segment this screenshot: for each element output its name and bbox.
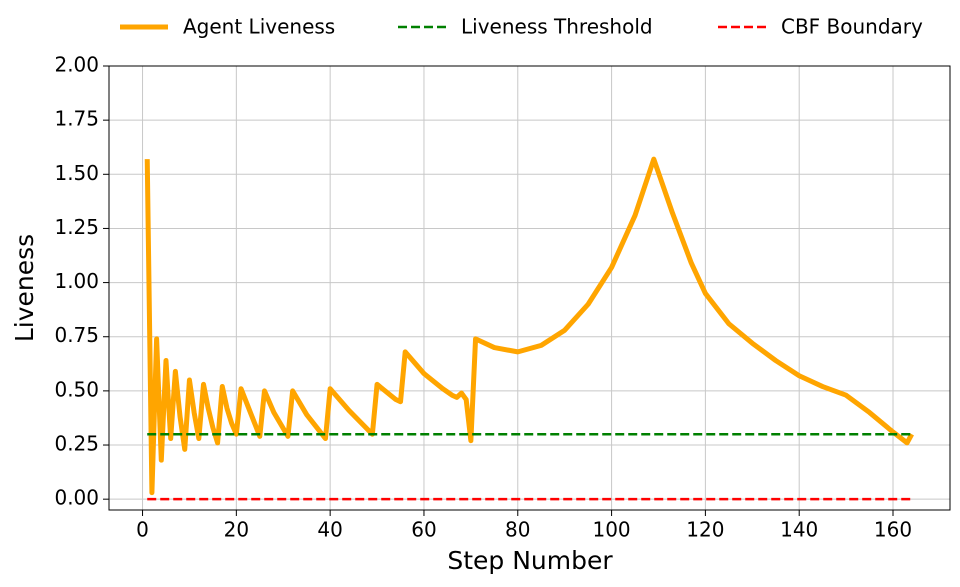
- legend-label: Agent Liveness: [183, 15, 335, 39]
- legend-label: Liveness Threshold: [461, 15, 653, 39]
- x-tick-label: 160: [874, 518, 912, 542]
- y-tick-label: 0.25: [54, 432, 99, 456]
- y-tick-label: 0.00: [54, 486, 99, 510]
- x-tick-label: 20: [224, 518, 249, 542]
- x-tick-label: 100: [592, 518, 630, 542]
- y-axis-label: Liveness: [10, 234, 39, 342]
- x-tick-label: 80: [505, 518, 530, 542]
- y-tick-label: 2.00: [54, 53, 99, 77]
- x-tick-label: 140: [780, 518, 818, 542]
- x-tick-label: 120: [686, 518, 724, 542]
- y-tick-label: 1.75: [54, 107, 99, 131]
- y-tick-label: 1.50: [54, 161, 99, 185]
- y-tick-label: 0.75: [54, 323, 99, 347]
- y-tick-label: 0.50: [54, 377, 99, 401]
- y-tick-label: 1.00: [54, 269, 99, 293]
- x-tick-label: 0: [136, 518, 149, 542]
- x-tick-label: 40: [317, 518, 342, 542]
- plot-frame: [108, 65, 951, 511]
- x-axis-label: Step Number: [447, 546, 613, 575]
- y-tick-label: 1.25: [54, 215, 99, 239]
- line-series: [144, 156, 914, 496]
- x-tick-label: 60: [411, 518, 436, 542]
- legend-label: CBF Boundary: [781, 15, 923, 39]
